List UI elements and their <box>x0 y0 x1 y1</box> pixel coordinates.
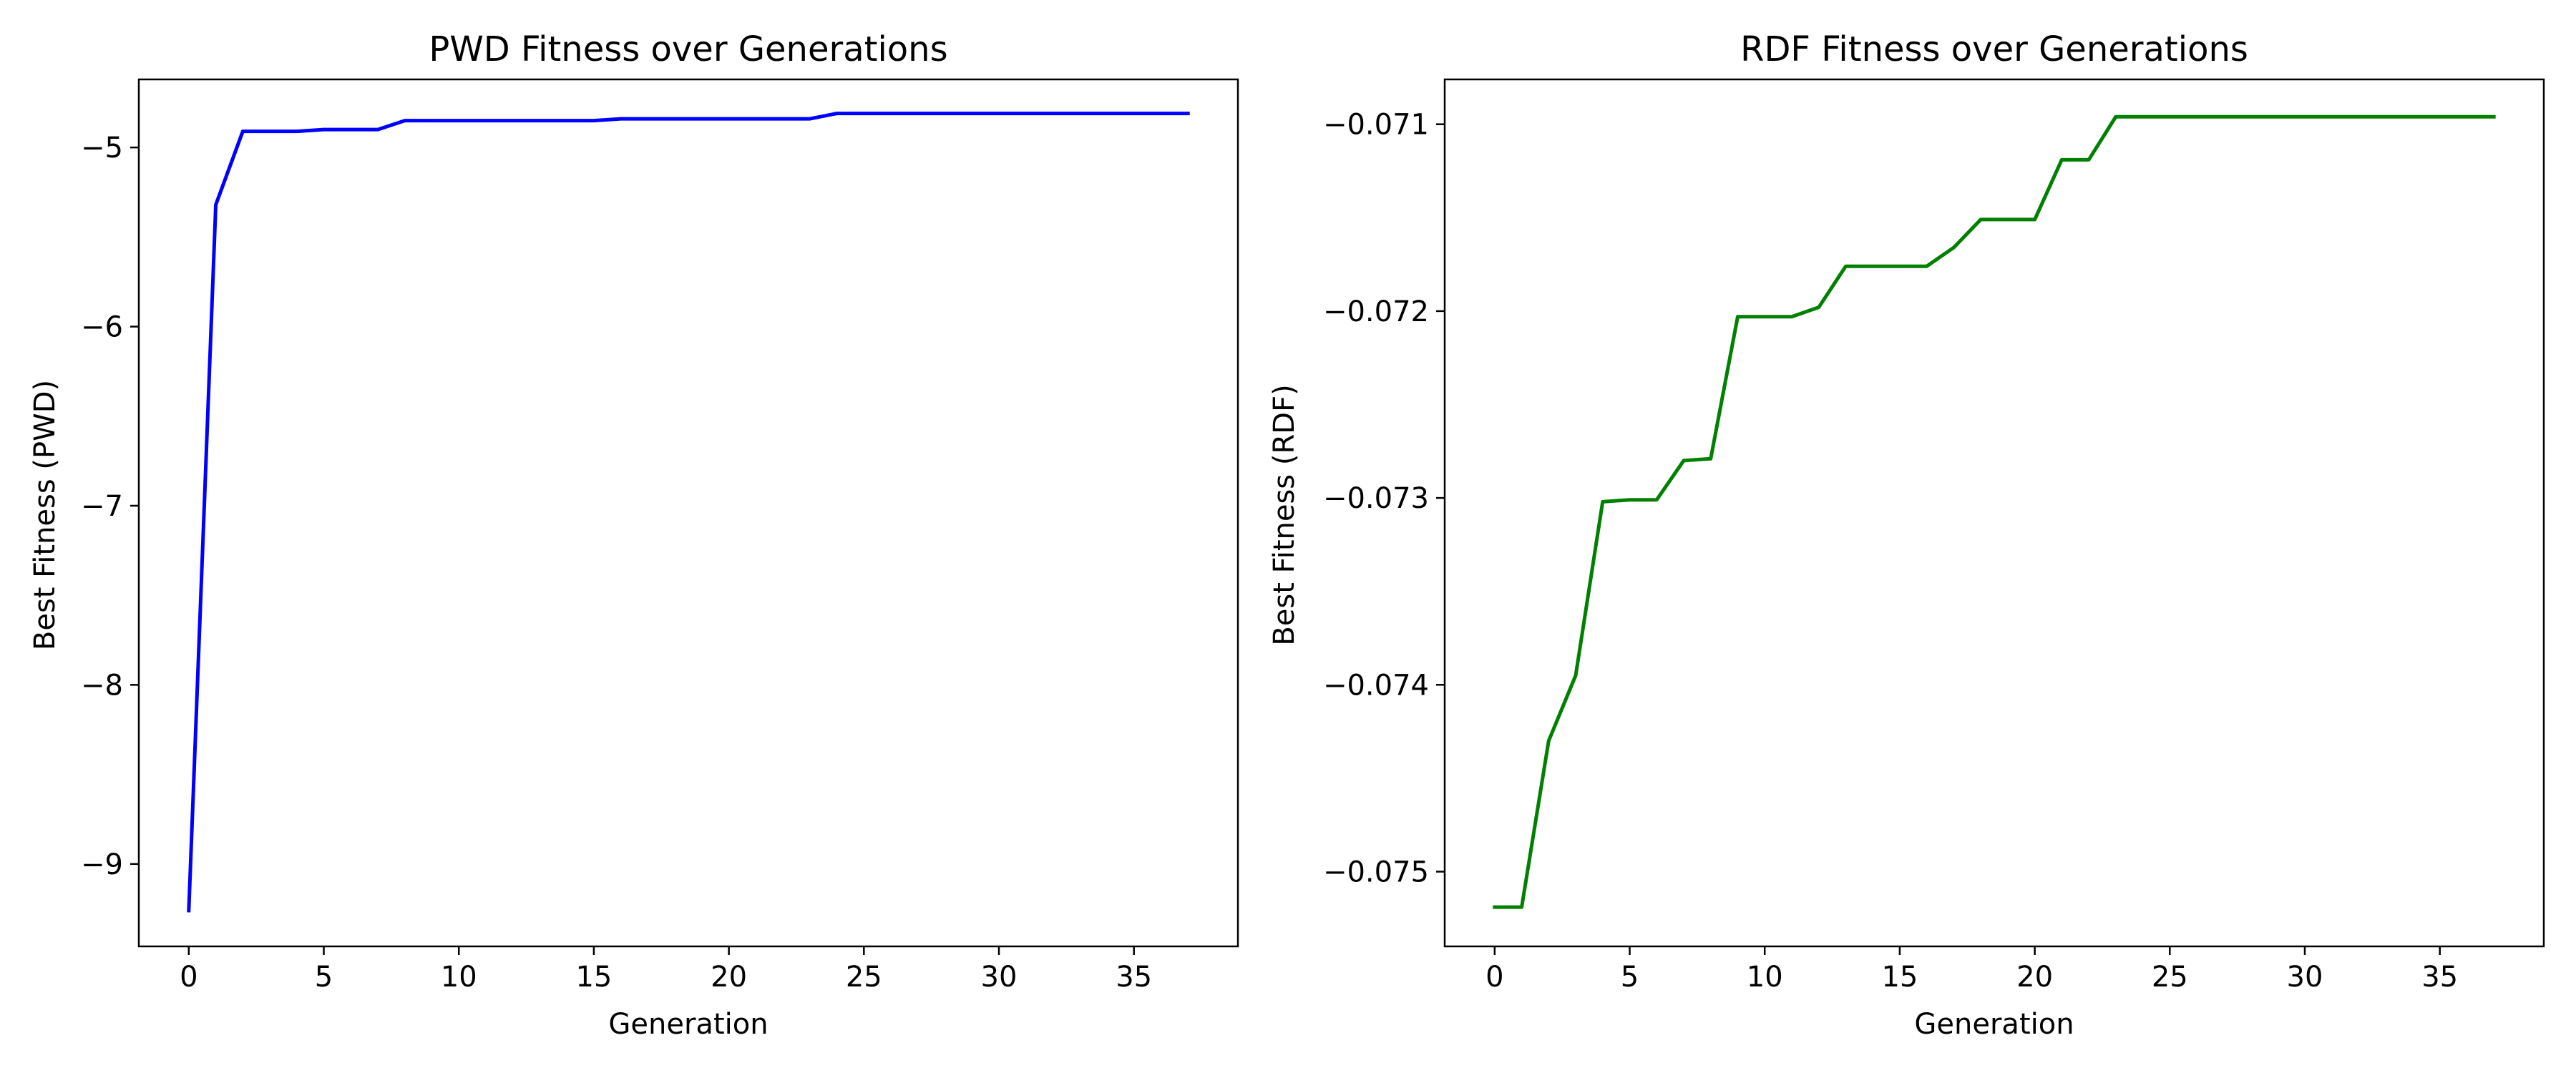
pwd-y-axis-label: Best Fitness (PWD) <box>29 380 62 650</box>
rdf-series-line <box>1493 114 2496 909</box>
rdf-y-tick-label: −0.073 <box>1323 482 1429 515</box>
rdf-x-tick-label: 15 <box>1881 961 1918 994</box>
pwd-axes-frame <box>137 78 1239 948</box>
rdf-ticks: 0 5 10 15 20 25 30 35 −0.075 −0.074 −0.073 −0.072 −0… <box>1323 109 2458 994</box>
rdf-chart-panel: RDF Fitness over Generations Generation … <box>1268 29 2545 1041</box>
rdf-x-tick-label: 20 <box>2016 961 2053 994</box>
rdf-x-tick-label: 10 <box>1747 961 1783 994</box>
pwd-x-tick-label: 25 <box>846 961 882 994</box>
rdf-y-axis-label: Best Fitness (RDF) <box>1268 384 1301 645</box>
rdf-x-tick-label: 25 <box>2152 961 2188 994</box>
pwd-y-tick-label: −7 <box>81 490 123 523</box>
pwd-y-tick-label: −6 <box>81 311 123 344</box>
pwd-x-tick-label: 30 <box>981 961 1018 994</box>
pwd-series-line <box>187 112 1190 913</box>
rdf-y-tick-label: −0.074 <box>1323 669 1429 702</box>
pwd-y-tick-label: −9 <box>81 848 123 881</box>
rdf-x-tick-label: 5 <box>1621 961 1639 994</box>
pwd-chart-title: PWD Fitness over Generations <box>429 29 947 69</box>
pwd-x-axis-label: Generation <box>608 1008 768 1041</box>
rdf-y-tick-label: −0.071 <box>1323 109 1429 142</box>
rdf-x-tick-label: 0 <box>1485 961 1503 994</box>
rdf-x-tick-label: 30 <box>2287 961 2323 994</box>
rdf-y-tick-label: −0.075 <box>1323 856 1429 889</box>
rdf-x-axis-label: Generation <box>1914 1008 2074 1041</box>
pwd-y-tick-label: −8 <box>81 669 123 702</box>
pwd-x-tick-label: 35 <box>1116 961 1152 994</box>
rdf-chart-title: RDF Fitness over Generations <box>1740 29 2248 69</box>
pwd-x-tick-label: 15 <box>575 961 612 994</box>
pwd-x-tick-label: 5 <box>315 961 333 994</box>
rdf-x-tick-label: 35 <box>2421 961 2458 994</box>
rdf-y-tick-label: −0.072 <box>1323 295 1429 328</box>
pwd-x-tick-label: 0 <box>180 961 197 994</box>
pwd-chart-panel: PWD Fitness over Generations Generation … <box>29 29 1239 1041</box>
rdf-axes-frame <box>1443 78 2545 948</box>
pwd-ticks: 0 5 10 15 20 25 30 35 −9 −8 −7 −6 −5 <box>81 132 1152 994</box>
pwd-x-tick-label: 20 <box>711 961 747 994</box>
pwd-x-tick-label: 10 <box>441 961 477 994</box>
pwd-y-tick-label: −5 <box>81 132 123 165</box>
